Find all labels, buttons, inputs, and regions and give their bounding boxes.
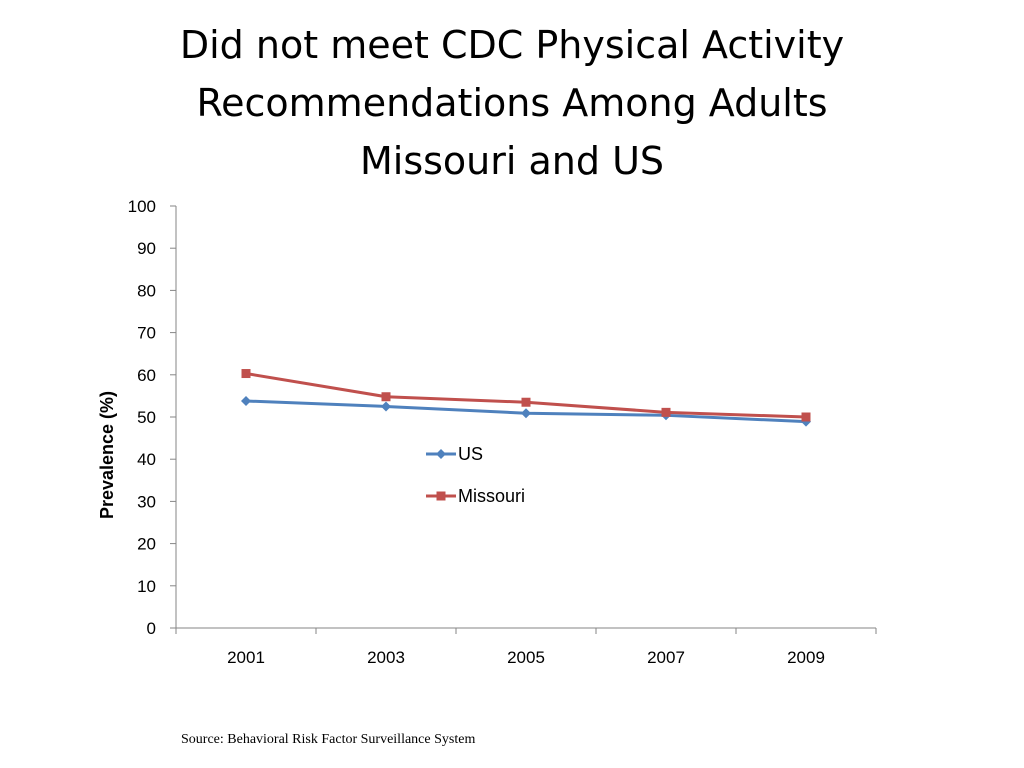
chart-legend: US Missouri — [426, 444, 525, 506]
chart-axes: 0 10 20 30 40 50 60 70 80 90 100 2001 2003 2005 2007 20… — [128, 197, 877, 667]
data-point — [381, 401, 391, 412]
y-tick-label: 60 — [137, 366, 156, 385]
data-point — [661, 407, 671, 417]
data-point — [521, 408, 531, 419]
source-note: Source: Behavioral Risk Factor Surveilla… — [181, 732, 476, 747]
y-axis-label: Prevalence (%) — [97, 391, 117, 519]
chart-series — [241, 369, 811, 427]
legend-label: US — [458, 444, 483, 464]
x-tick-label: 2003 — [367, 648, 405, 667]
legend-marker — [436, 491, 446, 501]
chart-title-line: Missouri and US — [359, 139, 665, 183]
data-point — [241, 369, 251, 379]
chart-title-line: Did not meet CDC Physical Activity — [179, 23, 845, 67]
y-tick-label: 10 — [137, 577, 156, 596]
data-point — [381, 392, 391, 402]
data-point — [801, 412, 811, 422]
x-tick-label: 2001 — [227, 648, 265, 667]
y-tick-label: 40 — [137, 450, 156, 469]
y-tick-label: 0 — [147, 619, 156, 638]
y-tick-label: 90 — [137, 239, 156, 258]
y-tick-label: 30 — [137, 492, 156, 511]
data-point — [521, 397, 531, 407]
chart-title-line: Recommendations Among Adults — [196, 81, 828, 125]
y-tick-label: 80 — [137, 281, 156, 300]
y-tick-label: 50 — [137, 408, 156, 427]
chart-title: Did not meet CDC Physical Activity Recom… — [0, 16, 1024, 190]
data-point — [241, 395, 251, 406]
y-tick-label: 100 — [128, 197, 156, 216]
legend-marker — [436, 449, 446, 459]
y-tick-label: 20 — [137, 535, 156, 554]
x-tick-label: 2005 — [507, 648, 545, 667]
x-tick-label: 2009 — [787, 648, 825, 667]
x-tick-label: 2007 — [647, 648, 685, 667]
y-tick-label: 70 — [137, 324, 156, 343]
legend-label: Missouri — [458, 486, 525, 506]
